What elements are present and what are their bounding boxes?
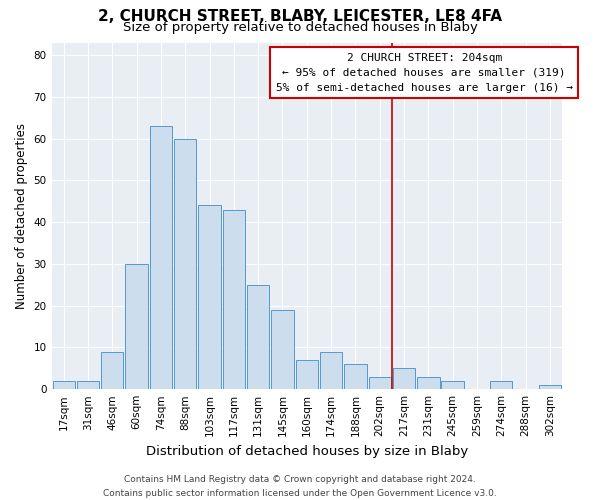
- Bar: [223, 210, 245, 389]
- Bar: [53, 381, 75, 389]
- Bar: [247, 285, 269, 389]
- Bar: [296, 360, 318, 389]
- Bar: [490, 381, 512, 389]
- Text: Contains HM Land Registry data © Crown copyright and database right 2024.
Contai: Contains HM Land Registry data © Crown c…: [103, 476, 497, 498]
- Bar: [271, 310, 293, 389]
- Bar: [150, 126, 172, 389]
- Bar: [125, 264, 148, 389]
- Text: 2 CHURCH STREET: 204sqm
← 95% of detached houses are smaller (319)
5% of semi-de: 2 CHURCH STREET: 204sqm ← 95% of detache…: [276, 53, 573, 92]
- Bar: [417, 376, 440, 389]
- Bar: [77, 381, 99, 389]
- Bar: [539, 385, 561, 389]
- Bar: [442, 381, 464, 389]
- Bar: [344, 364, 367, 389]
- Bar: [368, 376, 391, 389]
- Bar: [101, 352, 124, 389]
- Bar: [393, 368, 415, 389]
- Bar: [174, 138, 196, 389]
- Text: 2, CHURCH STREET, BLABY, LEICESTER, LE8 4FA: 2, CHURCH STREET, BLABY, LEICESTER, LE8 …: [98, 9, 502, 24]
- X-axis label: Distribution of detached houses by size in Blaby: Distribution of detached houses by size …: [146, 444, 468, 458]
- Bar: [320, 352, 342, 389]
- Text: Size of property relative to detached houses in Blaby: Size of property relative to detached ho…: [122, 21, 478, 34]
- Y-axis label: Number of detached properties: Number of detached properties: [15, 123, 28, 309]
- Bar: [199, 206, 221, 389]
